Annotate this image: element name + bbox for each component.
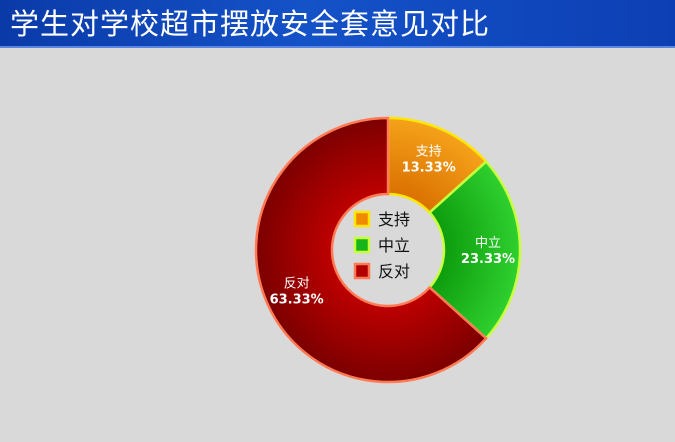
slice-percent-label: 23.33%	[461, 252, 515, 267]
donut-slice-3	[254, 116, 488, 384]
title-bar: 学生对学校超市摆放安全套意见对比	[0, 0, 675, 48]
slice-category-label: 反对	[284, 277, 310, 292]
legend-swatch	[353, 262, 371, 280]
donut-slice-2	[427, 159, 522, 341]
legend-label: 中立	[378, 236, 410, 255]
legend-label: 反对	[378, 262, 410, 281]
legend-label: 支持	[378, 210, 410, 229]
slice-category-label: 中立	[475, 236, 501, 251]
page-title: 学生对学校超市摆放安全套意见对比	[10, 7, 491, 41]
slice-percent-label: 63.33%	[270, 293, 324, 308]
slice-category-label: 支持	[416, 145, 442, 160]
legend-swatch	[353, 210, 371, 228]
slice-percent-label: 13.33%	[402, 161, 456, 176]
legend-swatch	[353, 236, 371, 254]
